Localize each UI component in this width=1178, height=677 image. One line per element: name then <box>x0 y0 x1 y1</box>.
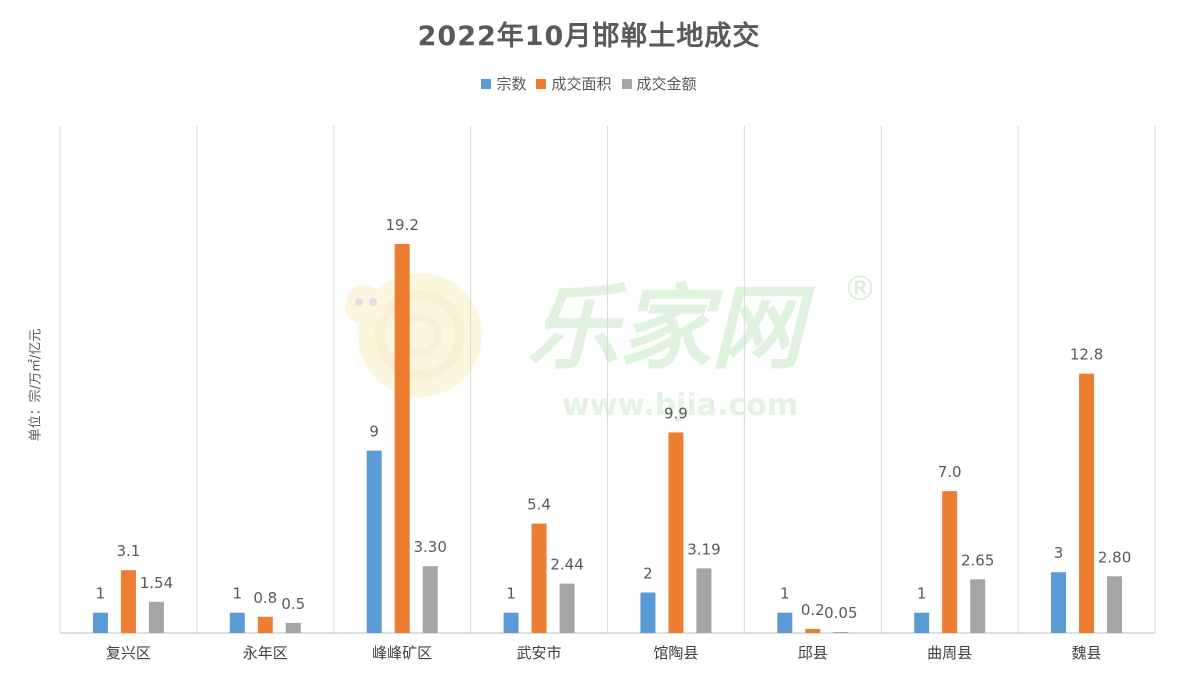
legend-item-area: 成交面积 <box>536 73 612 94</box>
bar <box>942 491 958 633</box>
data-label: 0.2 <box>801 601 825 619</box>
chart-legend: 宗数 成交面积 成交金额 <box>0 73 1178 94</box>
bar <box>229 612 245 633</box>
legend-swatch-area <box>536 78 547 89</box>
data-label: 0.5 <box>281 595 305 613</box>
x-tick-label: 复兴区 <box>106 644 151 662</box>
data-label: 3.30 <box>413 538 446 556</box>
data-label: 9.9 <box>664 404 688 422</box>
legend-label-amount: 成交金额 <box>636 75 697 93</box>
bar <box>1107 576 1123 633</box>
chart-title: 2022年10月邯郸土地成交 <box>417 21 761 52</box>
data-label: 3.19 <box>687 540 720 558</box>
bar <box>394 244 410 633</box>
bar <box>559 583 575 633</box>
bar <box>1079 373 1095 633</box>
legend-item-count: 宗数 <box>481 73 526 94</box>
data-label: 5.4 <box>527 496 551 514</box>
data-label: 9 <box>369 423 379 441</box>
legend-label-area: 成交面积 <box>551 75 612 93</box>
bar <box>833 631 849 633</box>
bar <box>120 570 136 633</box>
bar <box>92 612 108 633</box>
bar <box>696 568 712 633</box>
x-tick-label: 曲周县 <box>927 644 972 662</box>
data-label: 2.44 <box>550 556 583 574</box>
bar <box>148 601 164 633</box>
data-label: 2.80 <box>1098 548 1131 566</box>
bar <box>1051 572 1067 633</box>
x-tick-label: 馆陶县 <box>653 644 698 662</box>
bar <box>777 612 793 633</box>
data-label: 1 <box>917 585 927 603</box>
data-label: 3 <box>1054 544 1064 562</box>
data-label: 2.65 <box>961 551 994 569</box>
data-label: 12.8 <box>1070 346 1103 364</box>
legend-swatch-amount <box>621 78 632 89</box>
x-tick-label: 魏县 <box>1072 644 1102 662</box>
data-label: 1 <box>233 585 243 603</box>
legend-item-amount: 成交金额 <box>621 73 697 94</box>
data-label: 1.54 <box>140 574 173 592</box>
x-tick-label: 武安市 <box>517 644 562 662</box>
x-tick-label: 永年区 <box>243 644 288 662</box>
data-label: 0.05 <box>824 604 857 622</box>
data-label: 19.2 <box>385 216 418 234</box>
bar <box>366 450 382 633</box>
x-tick-label: 峰峰矿区 <box>372 644 432 662</box>
data-label: 3.1 <box>117 542 141 560</box>
bar <box>422 566 438 633</box>
legend-swatch-count <box>481 78 492 89</box>
bar <box>668 432 684 633</box>
data-label: 7.0 <box>938 463 962 481</box>
bar <box>805 628 821 633</box>
bar <box>640 592 656 633</box>
bar <box>970 579 986 633</box>
bar <box>285 622 301 633</box>
bar <box>531 523 547 633</box>
bar <box>503 612 519 633</box>
data-label: 1 <box>780 585 790 603</box>
data-label: 2 <box>643 564 653 582</box>
legend-label-count: 宗数 <box>496 75 527 93</box>
x-tick-label: 邱县 <box>798 644 828 662</box>
bar <box>257 616 273 633</box>
data-label: 0.8 <box>253 589 277 607</box>
bar <box>914 612 930 633</box>
data-label: 1 <box>506 585 516 603</box>
data-label: 1 <box>96 585 106 603</box>
